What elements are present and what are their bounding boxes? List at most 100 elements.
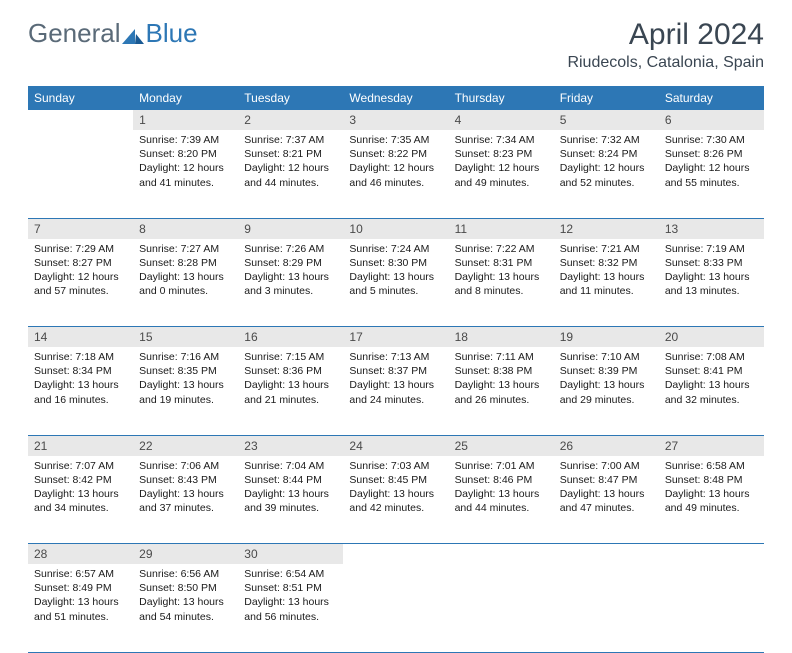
- daylight-text: Daylight: 12 hours and 52 minutes.: [560, 161, 653, 189]
- day-cell: Sunrise: 6:54 AMSunset: 8:51 PMDaylight:…: [238, 564, 343, 652]
- daylight-text: Daylight: 13 hours and 29 minutes.: [560, 378, 653, 406]
- daylight-text: Daylight: 13 hours and 19 minutes.: [139, 378, 232, 406]
- day-details: Sunrise: 7:00 AMSunset: 8:47 PMDaylight:…: [554, 456, 659, 522]
- day-details: Sunrise: 7:26 AMSunset: 8:29 PMDaylight:…: [238, 239, 343, 305]
- daylight-text: Daylight: 12 hours and 55 minutes.: [665, 161, 758, 189]
- day-number-cell: 14: [28, 327, 133, 348]
- daylight-text: Daylight: 13 hours and 56 minutes.: [244, 595, 337, 623]
- day-body-row: Sunrise: 7:29 AMSunset: 8:27 PMDaylight:…: [28, 239, 764, 327]
- sunrise-text: Sunrise: 6:54 AM: [244, 567, 337, 581]
- col-monday: Monday: [133, 86, 238, 110]
- day-number-cell: 22: [133, 435, 238, 456]
- day-details: Sunrise: 7:13 AMSunset: 8:37 PMDaylight:…: [343, 347, 448, 413]
- day-number-cell: 6: [659, 110, 764, 130]
- day-cell: Sunrise: 7:06 AMSunset: 8:43 PMDaylight:…: [133, 456, 238, 544]
- sunrise-text: Sunrise: 7:37 AM: [244, 133, 337, 147]
- day-number-cell: 7: [28, 218, 133, 239]
- day-cell: Sunrise: 6:56 AMSunset: 8:50 PMDaylight:…: [133, 564, 238, 652]
- daylight-text: Daylight: 12 hours and 46 minutes.: [349, 161, 442, 189]
- day-cell: [554, 564, 659, 652]
- day-number-cell: 21: [28, 435, 133, 456]
- col-thursday: Thursday: [449, 86, 554, 110]
- day-details: Sunrise: 6:56 AMSunset: 8:50 PMDaylight:…: [133, 564, 238, 630]
- day-cell: Sunrise: 7:04 AMSunset: 8:44 PMDaylight:…: [238, 456, 343, 544]
- day-cell: Sunrise: 7:10 AMSunset: 8:39 PMDaylight:…: [554, 347, 659, 435]
- sunset-text: Sunset: 8:20 PM: [139, 147, 232, 161]
- sunset-text: Sunset: 8:45 PM: [349, 473, 442, 487]
- day-number-cell: 4: [449, 110, 554, 130]
- sunset-text: Sunset: 8:22 PM: [349, 147, 442, 161]
- sunset-text: Sunset: 8:24 PM: [560, 147, 653, 161]
- sunrise-text: Sunrise: 7:22 AM: [455, 242, 548, 256]
- sunset-text: Sunset: 8:35 PM: [139, 364, 232, 378]
- day-details: Sunrise: 7:39 AMSunset: 8:20 PMDaylight:…: [133, 130, 238, 196]
- sunrise-text: Sunrise: 7:32 AM: [560, 133, 653, 147]
- day-cell: Sunrise: 7:39 AMSunset: 8:20 PMDaylight:…: [133, 130, 238, 218]
- calendar-table: Sunday Monday Tuesday Wednesday Thursday…: [28, 86, 764, 653]
- sunset-text: Sunset: 8:26 PM: [665, 147, 758, 161]
- sunrise-text: Sunrise: 7:06 AM: [139, 459, 232, 473]
- daylight-text: Daylight: 12 hours and 44 minutes.: [244, 161, 337, 189]
- sunrise-text: Sunrise: 7:34 AM: [455, 133, 548, 147]
- daylight-text: Daylight: 13 hours and 34 minutes.: [34, 487, 127, 515]
- sunset-text: Sunset: 8:36 PM: [244, 364, 337, 378]
- sunrise-text: Sunrise: 7:08 AM: [665, 350, 758, 364]
- sunrise-text: Sunrise: 7:04 AM: [244, 459, 337, 473]
- day-cell: Sunrise: 7:24 AMSunset: 8:30 PMDaylight:…: [343, 239, 448, 327]
- day-number-cell: 3: [343, 110, 448, 130]
- day-details: Sunrise: 7:35 AMSunset: 8:22 PMDaylight:…: [343, 130, 448, 196]
- sunrise-text: Sunrise: 7:24 AM: [349, 242, 442, 256]
- sunset-text: Sunset: 8:46 PM: [455, 473, 548, 487]
- title-block: April 2024 Riudecols, Catalonia, Spain: [567, 18, 764, 72]
- daylight-text: Daylight: 13 hours and 0 minutes.: [139, 270, 232, 298]
- day-number-cell: 12: [554, 218, 659, 239]
- sunset-text: Sunset: 8:23 PM: [455, 147, 548, 161]
- location-text: Riudecols, Catalonia, Spain: [567, 54, 764, 72]
- day-details: Sunrise: 7:24 AMSunset: 8:30 PMDaylight:…: [343, 239, 448, 305]
- day-number-cell: 20: [659, 327, 764, 348]
- day-cell: Sunrise: 7:08 AMSunset: 8:41 PMDaylight:…: [659, 347, 764, 435]
- daylight-text: Daylight: 13 hours and 32 minutes.: [665, 378, 758, 406]
- daylight-text: Daylight: 12 hours and 49 minutes.: [455, 161, 548, 189]
- logo-text-blue: Blue: [146, 18, 198, 49]
- day-cell: [659, 564, 764, 652]
- day-details: Sunrise: 7:15 AMSunset: 8:36 PMDaylight:…: [238, 347, 343, 413]
- sunset-text: Sunset: 8:43 PM: [139, 473, 232, 487]
- day-details: Sunrise: 7:10 AMSunset: 8:39 PMDaylight:…: [554, 347, 659, 413]
- sunrise-text: Sunrise: 7:11 AM: [455, 350, 548, 364]
- col-tuesday: Tuesday: [238, 86, 343, 110]
- day-details: Sunrise: 7:27 AMSunset: 8:28 PMDaylight:…: [133, 239, 238, 305]
- day-number-cell: 30: [238, 544, 343, 565]
- day-details: Sunrise: 7:01 AMSunset: 8:46 PMDaylight:…: [449, 456, 554, 522]
- sunset-text: Sunset: 8:34 PM: [34, 364, 127, 378]
- col-wednesday: Wednesday: [343, 86, 448, 110]
- day-cell: Sunrise: 7:30 AMSunset: 8:26 PMDaylight:…: [659, 130, 764, 218]
- day-number-row: 21222324252627: [28, 435, 764, 456]
- day-cell: Sunrise: 7:35 AMSunset: 8:22 PMDaylight:…: [343, 130, 448, 218]
- logo-text-general: General: [28, 18, 121, 49]
- daylight-text: Daylight: 13 hours and 49 minutes.: [665, 487, 758, 515]
- daylight-text: Daylight: 13 hours and 26 minutes.: [455, 378, 548, 406]
- sunset-text: Sunset: 8:33 PM: [665, 256, 758, 270]
- day-number-cell: 5: [554, 110, 659, 130]
- day-details: Sunrise: 7:21 AMSunset: 8:32 PMDaylight:…: [554, 239, 659, 305]
- col-friday: Friday: [554, 86, 659, 110]
- sunrise-text: Sunrise: 7:19 AM: [665, 242, 758, 256]
- day-number-cell: 9: [238, 218, 343, 239]
- day-number-cell: 29: [133, 544, 238, 565]
- day-cell: Sunrise: 7:34 AMSunset: 8:23 PMDaylight:…: [449, 130, 554, 218]
- day-details: Sunrise: 7:18 AMSunset: 8:34 PMDaylight:…: [28, 347, 133, 413]
- day-details: Sunrise: 7:34 AMSunset: 8:23 PMDaylight:…: [449, 130, 554, 196]
- sunset-text: Sunset: 8:49 PM: [34, 581, 127, 595]
- sunset-text: Sunset: 8:37 PM: [349, 364, 442, 378]
- day-number-cell: [554, 544, 659, 565]
- daylight-text: Daylight: 12 hours and 57 minutes.: [34, 270, 127, 298]
- col-saturday: Saturday: [659, 86, 764, 110]
- daylight-text: Daylight: 13 hours and 11 minutes.: [560, 270, 653, 298]
- day-details: Sunrise: 7:11 AMSunset: 8:38 PMDaylight:…: [449, 347, 554, 413]
- day-body-row: Sunrise: 7:39 AMSunset: 8:20 PMDaylight:…: [28, 130, 764, 218]
- sunset-text: Sunset: 8:48 PM: [665, 473, 758, 487]
- day-number-cell: 24: [343, 435, 448, 456]
- day-cell: Sunrise: 7:29 AMSunset: 8:27 PMDaylight:…: [28, 239, 133, 327]
- day-number-row: 14151617181920: [28, 327, 764, 348]
